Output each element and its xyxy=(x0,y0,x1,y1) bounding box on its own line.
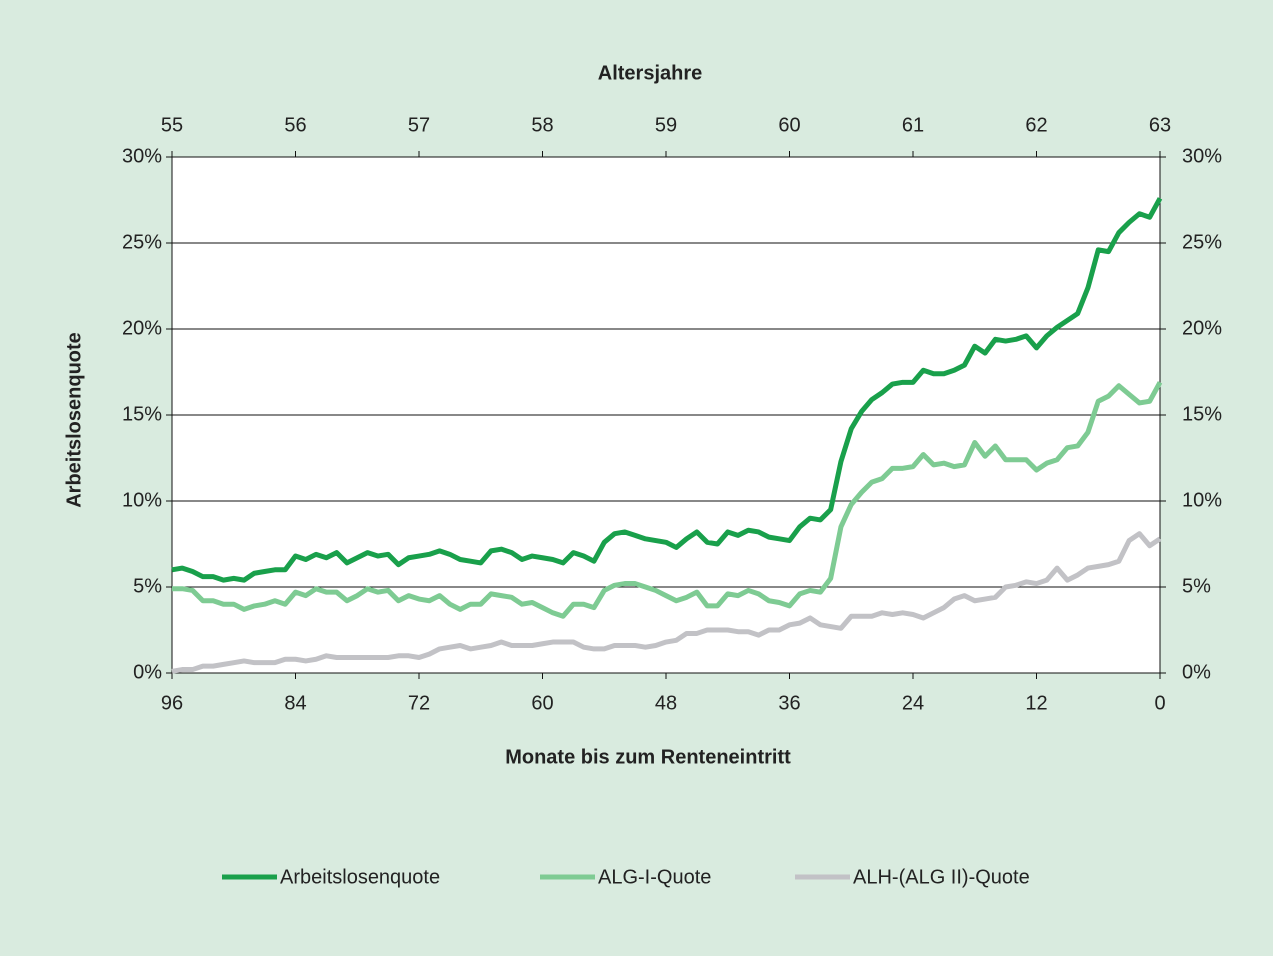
y-tick-label: 10% xyxy=(122,489,162,511)
x-tick-label: 24 xyxy=(902,692,924,714)
y2-tick-label: 10% xyxy=(1182,489,1222,511)
series-line xyxy=(171,531,1162,674)
x-tick-label: 72 xyxy=(408,692,430,714)
series-line xyxy=(171,197,1163,583)
x-tick-label: 84 xyxy=(284,692,306,714)
x-axis-title: Monate bis zum Renteneintritt xyxy=(505,746,791,768)
x-tick-label: 60 xyxy=(531,692,553,714)
x2-axis-title: Altersjahre xyxy=(598,62,703,84)
legend-label: ALG-I-Quote xyxy=(598,866,711,888)
y-tick-label: 25% xyxy=(122,231,162,253)
x2-tick-label: 61 xyxy=(902,114,924,136)
y-tick-label: 20% xyxy=(122,317,162,339)
x2-tick-label: 56 xyxy=(284,114,306,136)
x2-tick-label: 59 xyxy=(655,114,677,136)
y2-tick-label: 15% xyxy=(1182,403,1222,425)
x-tick-label: 36 xyxy=(778,692,800,714)
y-tick-label: 5% xyxy=(133,575,162,597)
x2-tick-label: 58 xyxy=(531,114,553,136)
y2-tick-label: 25% xyxy=(1182,231,1222,253)
y-tick-label: 30% xyxy=(122,145,162,167)
x2-tick-label: 63 xyxy=(1149,114,1171,136)
x2-tick-label: 57 xyxy=(408,114,430,136)
x-tick-label: 48 xyxy=(655,692,677,714)
x2-tick-label: 62 xyxy=(1025,114,1047,136)
x2-tick-label: 55 xyxy=(161,114,183,136)
x-tick-label: 12 xyxy=(1025,692,1047,714)
x-tick-label: 0 xyxy=(1154,692,1165,714)
legend-label: Arbeitslosenquote xyxy=(280,866,440,888)
y2-tick-label: 5% xyxy=(1182,575,1211,597)
y-axis-title: Arbeitslosenquote xyxy=(63,332,85,508)
x2-tick-label: 60 xyxy=(778,114,800,136)
y-tick-label: 15% xyxy=(122,403,162,425)
legend-label: ALH-(ALG II)-Quote xyxy=(853,866,1030,888)
y2-tick-label: 30% xyxy=(1182,145,1222,167)
y-tick-label: 0% xyxy=(133,661,162,683)
y2-tick-label: 20% xyxy=(1182,317,1222,339)
series-line xyxy=(172,381,1163,619)
y2-tick-label: 0% xyxy=(1182,661,1211,683)
x-tick-label: 96 xyxy=(161,692,183,714)
